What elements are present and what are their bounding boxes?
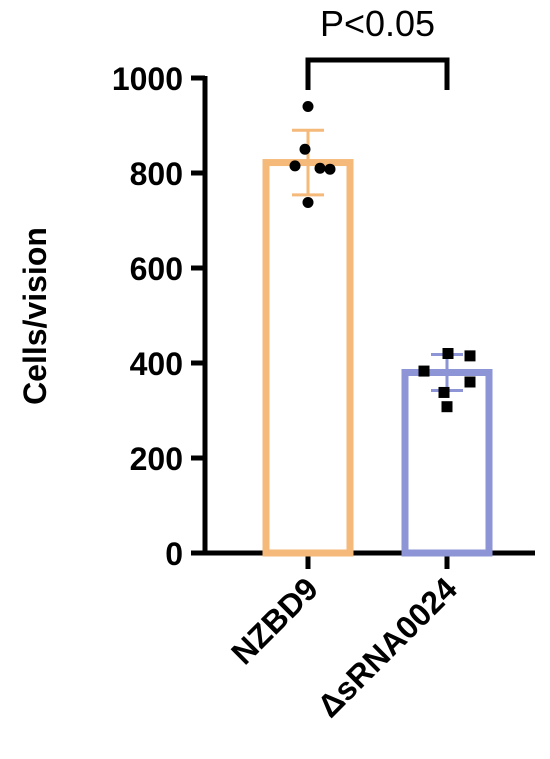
y-tick-label: 1000 xyxy=(112,61,183,97)
x-tick-label: NZBD9 xyxy=(224,570,325,671)
y-tick-label: 800 xyxy=(130,156,183,192)
data-point xyxy=(441,401,453,413)
bar xyxy=(401,369,493,557)
data-point xyxy=(324,163,336,175)
y-tick-label: 200 xyxy=(130,441,183,477)
significance-annotation: P<0.05 xyxy=(305,3,450,90)
data-point xyxy=(442,348,454,359)
y-tick-label: 600 xyxy=(130,251,183,287)
data-point xyxy=(302,196,314,208)
data-point xyxy=(302,101,314,112)
y-tick-label: 400 xyxy=(130,346,183,382)
data-point xyxy=(418,365,430,377)
data-point xyxy=(314,162,326,174)
significance-label: P<0.05 xyxy=(320,3,435,44)
significance-bracket xyxy=(305,57,450,90)
data-point xyxy=(289,160,301,172)
data-point xyxy=(299,143,311,155)
y-tick-label: 0 xyxy=(165,536,183,572)
data-point xyxy=(438,386,450,398)
y-axis-label: Cells/vision xyxy=(17,227,53,405)
bar xyxy=(262,159,354,557)
x-tick-label: ΔsRNA0024 xyxy=(310,570,464,724)
bars xyxy=(262,159,493,557)
data-points xyxy=(289,101,476,413)
data-point xyxy=(464,376,476,388)
data-point xyxy=(464,350,476,362)
